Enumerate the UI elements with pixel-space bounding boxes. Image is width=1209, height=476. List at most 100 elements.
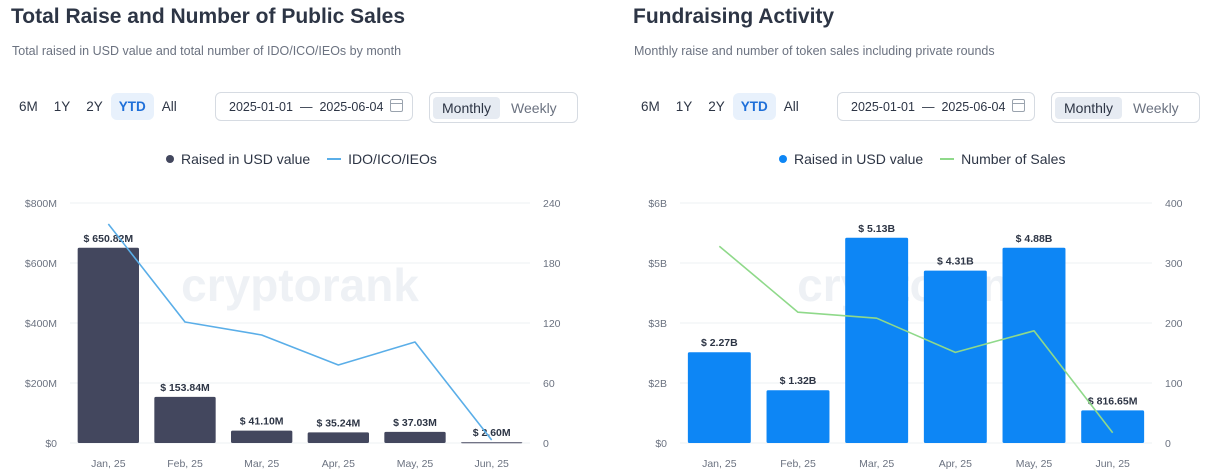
- left-chart-title: Total Raise and Number of Public Sales: [11, 5, 406, 28]
- y-left-tick-label: $800M: [25, 198, 57, 210]
- left-range-1y[interactable]: 1Y: [53, 99, 71, 114]
- left-range-2y[interactable]: 2Y: [86, 99, 103, 114]
- right-range-2y[interactable]: 2Y: [708, 99, 725, 114]
- right-legend-bar-label: Raised in USD value: [794, 151, 924, 167]
- right-period-toggle: Monthly Weekly: [1051, 92, 1200, 123]
- right-panel: Fundraising Activity Monthly raise and n…: [633, 0, 1209, 476]
- x-tick-label: Mar, 25: [859, 458, 894, 470]
- right-period-monthly[interactable]: Monthly: [1055, 96, 1123, 119]
- right-range-all[interactable]: All: [783, 99, 799, 114]
- series-line: [107, 223, 493, 441]
- bar: [231, 430, 293, 443]
- bar: [77, 247, 139, 443]
- legend-line-icon: [940, 158, 955, 160]
- x-tick-label: Apr, 25: [322, 458, 355, 470]
- y-left-tick-label: $2B: [648, 378, 667, 390]
- right-range-selector: 6M 1Y 2Y YTD All: [633, 93, 807, 120]
- legend-dot-icon: [166, 155, 174, 163]
- left-period-weekly[interactable]: Weekly: [511, 99, 557, 116]
- left-chart-plot: cryptorank $0 $200M $400M $600M $800M 0 60 120 18…: [25, 198, 561, 470]
- right-date-from: 2025-01-01: [851, 99, 915, 114]
- y-right-tick-label: 0: [543, 438, 549, 450]
- bar-data-label: $ 2.60M: [473, 427, 511, 439]
- y-right-tick-label: 0: [1165, 438, 1171, 450]
- y-right-tick-label: 300: [1165, 258, 1183, 270]
- right-range-6m[interactable]: 6M: [641, 99, 660, 114]
- y-left-tick-label: $3B: [648, 318, 667, 330]
- y-right-tick-label: 180: [543, 258, 561, 270]
- right-legend-bar[interactable]: Raised in USD value: [779, 151, 923, 167]
- right-chart-title: Fundraising Activity: [633, 5, 835, 28]
- y-left-tick-label: $5B: [648, 258, 667, 270]
- left-date-from: 2025-01-01: [229, 99, 293, 114]
- x-tick-label: Jan, 25: [91, 458, 126, 470]
- series-line: [718, 245, 1114, 434]
- left-legend-bar[interactable]: Raised in USD value: [166, 151, 310, 167]
- right-range-ytd[interactable]: YTD: [732, 93, 776, 120]
- left-legend-line[interactable]: IDO/ICO/IEOs: [327, 151, 437, 167]
- right-legend-line-label: Number of Sales: [961, 151, 1066, 167]
- bar-data-label: $ 2.27B: [701, 337, 738, 349]
- y-left-tick-label: $400M: [25, 318, 57, 330]
- left-date-range-picker[interactable]: 2025-01-01 — 2025-06-04: [215, 92, 413, 121]
- x-tick-label: May, 25: [1016, 458, 1053, 470]
- y-right-tick-label: 60: [543, 378, 555, 390]
- right-date-to: 2025-06-04: [941, 99, 1006, 114]
- bar-data-label: $ 4.88B: [1016, 233, 1053, 245]
- y-right-tick-label: 120: [543, 318, 561, 330]
- bar: [1081, 410, 1145, 443]
- right-legend-line[interactable]: Number of Sales: [940, 151, 1065, 167]
- watermark-logo: cryptorank: [797, 259, 1035, 311]
- left-legend-bar-label: Raised in USD value: [181, 151, 311, 167]
- left-period-toggle: Monthly Weekly: [429, 92, 578, 123]
- left-legend-line-label: IDO/ICO/IEOs: [348, 151, 437, 167]
- bar-data-label: $ 153.84M: [160, 382, 210, 394]
- bar: [687, 352, 751, 443]
- right-period-weekly[interactable]: Weekly: [1133, 99, 1179, 116]
- left-chart-subtitle: Total raised in USD value and total numb…: [12, 44, 402, 58]
- bar-data-label: $ 5.13B: [858, 223, 895, 235]
- bar: [154, 396, 216, 443]
- x-tick-label: Feb, 25: [167, 458, 203, 470]
- x-tick-label: Apr, 25: [939, 458, 972, 470]
- left-panel: Total Raise and Number of Public Sales T…: [11, 0, 601, 476]
- x-tick-label: Feb, 25: [780, 458, 816, 470]
- left-period-monthly[interactable]: Monthly: [433, 96, 501, 119]
- left-range-6m[interactable]: 6M: [19, 99, 38, 114]
- right-chart-plot: cryptorank $0 $2B $3B $5B $6B 0 100 200 300 400 $ 2…: [648, 198, 1183, 470]
- left-range-selector: 6M 1Y 2Y YTD All: [11, 93, 185, 120]
- x-tick-label: Jun, 25: [1095, 458, 1130, 470]
- date-separator: —: [921, 99, 935, 114]
- bar: [845, 237, 909, 443]
- right-legend: Raised in USD value Number of Sales: [779, 151, 1082, 167]
- calendar-icon: [390, 99, 403, 112]
- date-separator: —: [299, 99, 313, 114]
- bar-data-label: $ 35.24M: [316, 417, 360, 429]
- left-date-to: 2025-06-04: [319, 99, 384, 114]
- y-right-tick-label: 100: [1165, 378, 1183, 390]
- bar-data-label: $ 650.82M: [84, 233, 134, 245]
- y-left-tick-label: $6B: [648, 198, 667, 210]
- bar-data-label: $ 37.03M: [393, 417, 437, 429]
- bar: [461, 442, 523, 444]
- bar: [384, 431, 446, 443]
- y-right-tick-label: 200: [1165, 318, 1183, 330]
- left-range-all[interactable]: All: [161, 99, 177, 114]
- y-right-tick-label: 400: [1165, 198, 1183, 210]
- bar-data-label: $ 816.65M: [1088, 395, 1138, 407]
- right-range-1y[interactable]: 1Y: [675, 99, 693, 114]
- x-tick-label: Jan, 25: [702, 458, 737, 470]
- bar: [1002, 247, 1066, 443]
- x-tick-label: Mar, 25: [244, 458, 279, 470]
- x-tick-label: Jun, 25: [474, 458, 509, 470]
- right-date-range-picker[interactable]: 2025-01-01 — 2025-06-04: [837, 92, 1035, 121]
- calendar-icon: [1012, 99, 1025, 112]
- y-left-tick-label: $0: [655, 438, 667, 450]
- y-right-tick-label: 240: [543, 198, 561, 210]
- left-range-ytd[interactable]: YTD: [110, 93, 154, 120]
- bar-data-label: $ 41.10M: [240, 416, 284, 428]
- y-left-tick-label: $0: [45, 438, 57, 450]
- bar-data-label: $ 4.31B: [937, 256, 974, 268]
- legend-line-icon: [327, 158, 342, 160]
- x-tick-label: May, 25: [397, 458, 434, 470]
